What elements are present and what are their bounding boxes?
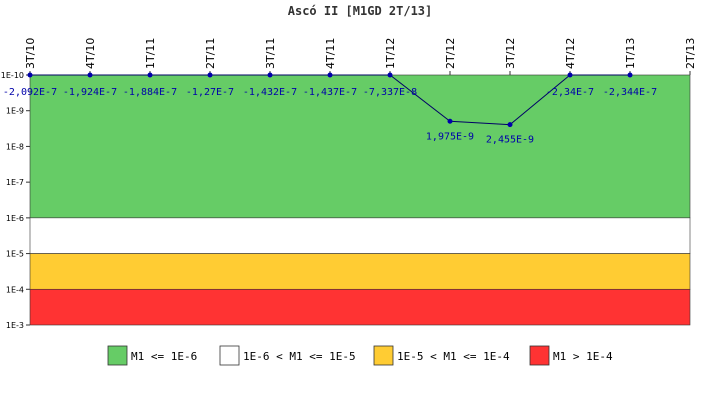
x-tick-label: 2T/13 [684,38,697,69]
data-point [27,72,33,78]
data-point [327,72,333,78]
x-tick-label: 3T/12 [504,38,517,69]
data-point [567,72,573,78]
y-tick-label: 1E-8 [6,142,24,151]
data-label: -2,34E-7 [546,87,594,98]
y-tick-label: 1E-7 [6,178,24,187]
data-point [447,118,453,124]
band-2 [29,253,691,290]
legend-label: M1 <= 1E-6 [131,350,197,363]
x-axis: 3T/10 4T/10 1T/11 2T/11 3T/11 4T/11 1T/12 2T/12… [24,38,697,75]
data-label: -2,344E-7 [603,87,657,98]
x-tick-label: 4T/11 [324,38,337,69]
legend-label: 1E-5 < M1 <= 1E-4 [397,350,510,363]
x-tick-label: 1T/11 [144,38,157,69]
data-label: -1,884E-7 [123,87,177,98]
legend-label: 1E-6 < M1 <= 1E-5 [243,350,356,363]
legend-swatch [529,345,550,366]
x-tick-label: 2T/12 [444,38,457,69]
band-1 [29,217,691,254]
data-label: 1,975E-9 [426,131,474,142]
y-tick-label: 1E-10 [1,71,24,80]
x-tick-label: 3T/11 [264,38,277,69]
x-tick-label: 2T/11 [204,38,217,69]
y-tick-label: 1E-9 [6,107,24,116]
y-tick-label: 1E-5 [6,250,24,259]
data-point [387,72,393,78]
band-0 [29,74,691,219]
x-tick-label: 3T/10 [24,38,37,69]
data-point [147,72,153,78]
data-label: -1,437E-7 [303,87,357,98]
risk-bands [29,74,691,326]
data-label: -1,432E-7 [243,87,297,98]
data-point [207,72,213,78]
legend: M1 <= 1E-6 1E-6 < M1 <= 1E-5 1E-5 < M1 <= … [107,345,613,366]
legend-swatch [373,345,394,366]
data-point [507,122,513,128]
y-tick-label: 1E-4 [6,285,24,294]
data-label: -7,337E-8 [363,87,417,98]
y-tick-label: 1E-3 [6,321,24,330]
data-series: -2,092E-7 -1,924E-7 -1,884E-7 -1,27E-7 -1,43… [3,72,657,146]
x-tick-label: 4T/10 [84,38,97,69]
legend-swatch [219,345,240,366]
y-tick-label: 1E-6 [6,214,24,223]
data-point [87,72,93,78]
data-point [627,72,633,78]
x-tick-label: 1T/13 [624,38,637,69]
x-tick-label: 4T/12 [564,38,577,69]
data-label: -1,924E-7 [63,87,117,98]
legend-label: M1 > 1E-4 [553,350,613,363]
x-tick-label: 1T/12 [384,38,397,69]
chart-title: Ascó II [M1GD 2T/13] [288,4,433,18]
data-label: 2,455E-9 [486,135,534,146]
data-label: -1,27E-7 [186,87,234,98]
data-label: -2,092E-7 [3,87,57,98]
legend-swatch [107,345,128,366]
band-3 [29,288,691,326]
y-axis: 1E-10 1E-9 1E-8 1E-7 1E-6 1E-5 1E-4 1E-3 [1,71,30,330]
data-point [267,72,273,78]
